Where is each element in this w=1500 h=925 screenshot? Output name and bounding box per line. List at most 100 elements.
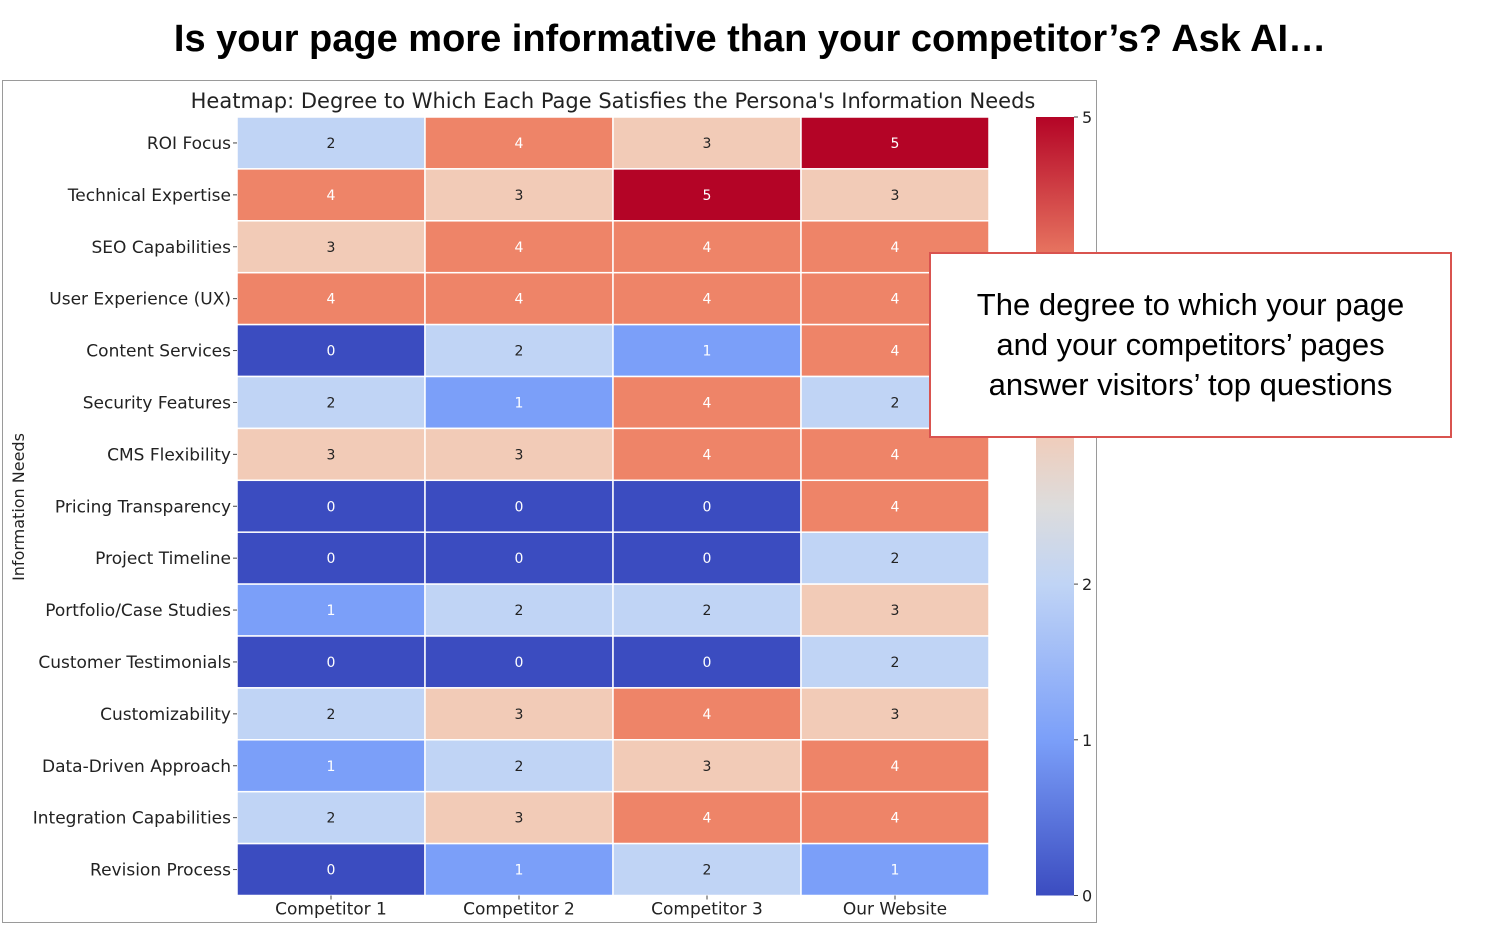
row-label: SEO Capabilities bbox=[92, 238, 232, 258]
row-label: CMS Flexibility bbox=[107, 445, 231, 465]
heatmap-cell bbox=[612, 583, 802, 637]
cell-value-label: 3 bbox=[515, 811, 524, 827]
heatmap-cell bbox=[424, 375, 614, 430]
heatmap-cell bbox=[236, 739, 426, 793]
heatmap-cell bbox=[800, 635, 990, 689]
cell-value-label: 0 bbox=[327, 863, 336, 879]
cell-value-label: 4 bbox=[515, 292, 524, 308]
cell-value-label: 4 bbox=[891, 759, 900, 775]
cell-value-label: 2 bbox=[515, 344, 524, 360]
row-label: Customer Testimonials bbox=[38, 653, 231, 673]
heatmap-cell bbox=[424, 220, 614, 274]
column-label: Competitor 1 bbox=[275, 900, 387, 920]
cell-value-label: 3 bbox=[327, 240, 336, 256]
cell-value-label: 4 bbox=[703, 707, 712, 723]
heatmap-cell bbox=[612, 427, 802, 482]
heatmap-cells: 2 4 3 5 4 3 5 3 3 4 4 4 4 4 4 4 0 2 1 4 2 1 4 2 3 3 4 4 0 0 0 4 0 0 0 2 1 2 2 3… bbox=[236, 116, 990, 897]
row-label: User Experience (UX) bbox=[49, 290, 231, 310]
chart-title: Heatmap: Degree to Which Each Page Satis… bbox=[191, 89, 1036, 113]
cell-value-label: 4 bbox=[891, 499, 900, 515]
row-label: Content Services bbox=[86, 342, 231, 362]
cell-value-label: 1 bbox=[703, 344, 712, 360]
colorbar-tick-label: 2 bbox=[1082, 575, 1092, 594]
heatmap-cell bbox=[424, 271, 614, 326]
colorbar: 0 1 2 5 bbox=[1036, 108, 1092, 906]
cell-value-label: 3 bbox=[515, 188, 524, 204]
row-label: Pricing Transparency bbox=[55, 497, 231, 517]
cell-value-label: 0 bbox=[327, 344, 336, 360]
heatmap-cell bbox=[800, 739, 990, 793]
heatmap-cell bbox=[612, 116, 802, 170]
heatmap-cell bbox=[612, 790, 802, 845]
cell-value-label: 0 bbox=[703, 551, 712, 567]
row-label: Security Features bbox=[83, 393, 231, 413]
heatmap-cell bbox=[236, 116, 426, 170]
heatmap-chart: Heatmap: Degree to Which Each Page Satis… bbox=[2, 80, 1097, 923]
cell-value-label: 3 bbox=[515, 447, 524, 463]
row-label: ROI Focus bbox=[147, 134, 231, 154]
cell-value-label: 4 bbox=[703, 811, 712, 827]
cell-value-label: 2 bbox=[703, 863, 712, 879]
row-label: Customizability bbox=[100, 705, 231, 725]
cell-value-label: 2 bbox=[891, 655, 900, 671]
cell-value-label: 5 bbox=[891, 136, 900, 152]
cell-value-label: 4 bbox=[703, 240, 712, 256]
heatmap-cell bbox=[612, 479, 802, 533]
cell-value-label: 4 bbox=[703, 395, 712, 411]
cell-value-label: 3 bbox=[891, 707, 900, 723]
cell-value-label: 0 bbox=[703, 655, 712, 671]
cell-value-label: 4 bbox=[327, 292, 336, 308]
heatmap-cell bbox=[800, 116, 990, 170]
heatmap-cell bbox=[800, 168, 990, 222]
cell-value-label: 3 bbox=[891, 603, 900, 619]
column-labels: Competitor 1 Competitor 2 Competitor 3 Our … bbox=[275, 895, 947, 920]
cell-value-label: 0 bbox=[703, 499, 712, 515]
heatmap-cell bbox=[800, 583, 990, 637]
cell-value-label: 4 bbox=[891, 292, 900, 308]
y-axis-label: Information Needs bbox=[9, 433, 28, 581]
cell-value-label: 1 bbox=[515, 395, 524, 411]
cell-value-label: 1 bbox=[327, 759, 336, 775]
cell-value-label: 0 bbox=[515, 499, 524, 515]
row-label: Data-Driven Approach bbox=[42, 757, 231, 777]
cell-value-label: 1 bbox=[515, 863, 524, 879]
cell-value-label: 2 bbox=[327, 395, 336, 411]
cell-value-label: 4 bbox=[703, 447, 712, 463]
cell-value-label: 4 bbox=[703, 292, 712, 308]
cell-value-label: 0 bbox=[515, 655, 524, 671]
heatmap-cell bbox=[424, 739, 614, 793]
callout-box: The degree to which your page and your c… bbox=[929, 252, 1452, 438]
heatmap-cell bbox=[424, 687, 614, 741]
column-label: Competitor 3 bbox=[651, 900, 763, 920]
cell-value-label: 3 bbox=[891, 188, 900, 204]
row-label: Revision Process bbox=[90, 861, 231, 881]
cell-value-label: 2 bbox=[515, 759, 524, 775]
cell-value-label: 3 bbox=[703, 759, 712, 775]
cell-value-label: 2 bbox=[703, 603, 712, 619]
cell-value-label: 2 bbox=[891, 551, 900, 567]
heatmap-cell bbox=[612, 687, 802, 741]
cell-value-label: 3 bbox=[327, 447, 336, 463]
cell-value-label: 4 bbox=[515, 136, 524, 152]
heatmap-cell bbox=[424, 168, 614, 222]
cell-value-label: 4 bbox=[891, 447, 900, 463]
cell-value-label: 0 bbox=[515, 551, 524, 567]
row-label: Integration Capabilities bbox=[33, 809, 231, 829]
heatmap-cell bbox=[612, 375, 802, 430]
heatmap-cell bbox=[800, 531, 990, 585]
cell-value-label: 1 bbox=[327, 603, 336, 619]
heatmap-cell bbox=[800, 790, 990, 845]
cell-value-label: 0 bbox=[327, 655, 336, 671]
cell-value-label: 4 bbox=[891, 811, 900, 827]
column-label: Our Website bbox=[843, 900, 947, 920]
cell-value-label: 2 bbox=[515, 603, 524, 619]
heatmap-cell bbox=[236, 427, 426, 482]
row-label: Project Timeline bbox=[95, 549, 231, 569]
heatmap-cell bbox=[612, 635, 802, 689]
cell-value-label: 2 bbox=[327, 707, 336, 723]
callout-text: The degree to which your page and your c… bbox=[976, 287, 1405, 402]
cell-value-label: 4 bbox=[891, 344, 900, 360]
cell-value-label: 2 bbox=[327, 811, 336, 827]
heatmap-cell bbox=[424, 323, 614, 378]
cell-value-label: 0 bbox=[327, 551, 336, 567]
